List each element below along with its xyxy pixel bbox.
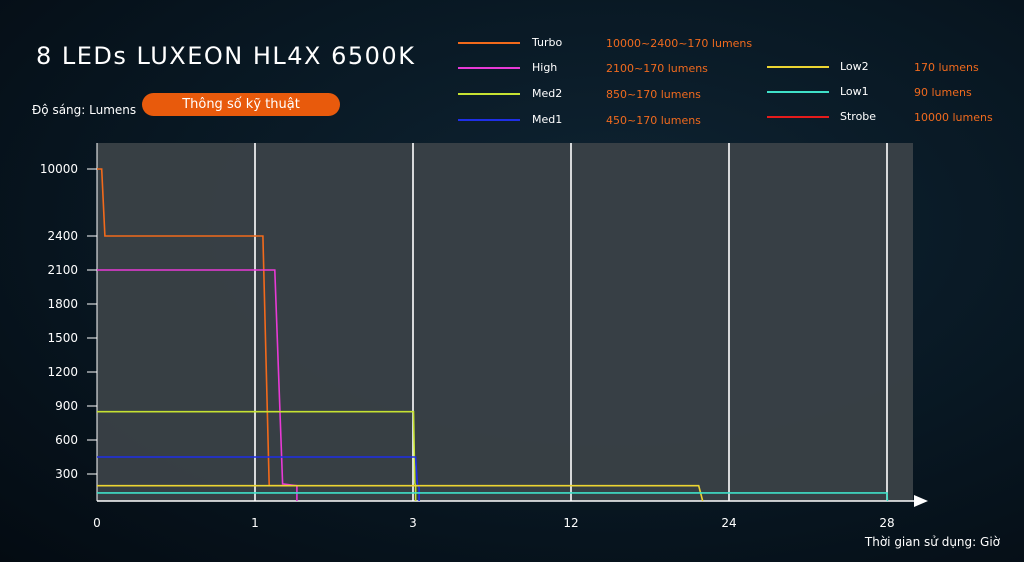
- series-line-low2: [97, 484, 704, 502]
- y-tick-label: 2100: [47, 263, 78, 277]
- series-line-low1: [97, 492, 889, 502]
- x-tick-label: 12: [563, 516, 578, 530]
- legend-label: Strobe: [840, 110, 876, 123]
- series-line-high: [97, 269, 298, 501]
- legend-spec: 10000~2400~170 lumens: [606, 37, 752, 50]
- page-title: 8 LEDs LUXEON HL4X 6500K: [36, 42, 416, 70]
- legend-label: Low2: [840, 60, 869, 73]
- legend-label: High: [532, 61, 557, 74]
- y-tick-label: 1800: [47, 297, 78, 311]
- y-tick-label: 1200: [47, 365, 78, 379]
- x-tick-label: 24: [721, 516, 736, 530]
- legend-spec: 170 lumens: [914, 61, 979, 74]
- series-line-med2: [97, 410, 417, 501]
- series-line-med1: [97, 456, 420, 501]
- x-tick-label: 1: [251, 516, 259, 530]
- y-tick-label: 10000: [40, 162, 78, 176]
- x-tick-label: 28: [879, 516, 894, 530]
- legend-label: Med2: [532, 87, 562, 100]
- legend-spec: 450~170 lumens: [606, 114, 701, 127]
- legend-label: Med1: [532, 113, 562, 126]
- y-axis-label: Độ sáng: Lumens: [32, 103, 137, 117]
- plot-area: [97, 143, 913, 501]
- x-axis-label: Thời gian sử dụng: Giờ: [864, 535, 1000, 549]
- legend-label: Turbo: [531, 36, 563, 49]
- legend-spec: 2100~170 lumens: [606, 62, 708, 75]
- y-tick-label: 900: [55, 399, 78, 413]
- y-tick-label: 300: [55, 467, 78, 481]
- legend-spec: 850~170 lumens: [606, 88, 701, 101]
- x-axis-arrow: [914, 495, 928, 507]
- y-tick-label: 600: [55, 433, 78, 447]
- spec-button[interactable]: Thông số kỹ thuật: [142, 93, 340, 116]
- y-tick-label: 2400: [47, 229, 78, 243]
- legend-spec: 90 lumens: [914, 86, 972, 99]
- y-tick-label: 1500: [47, 331, 78, 345]
- legend-spec: 10000 lumens: [914, 111, 993, 124]
- x-tick-label: 3: [409, 516, 417, 530]
- x-tick-label: 0: [93, 516, 101, 530]
- legend-label: Low1: [840, 85, 869, 98]
